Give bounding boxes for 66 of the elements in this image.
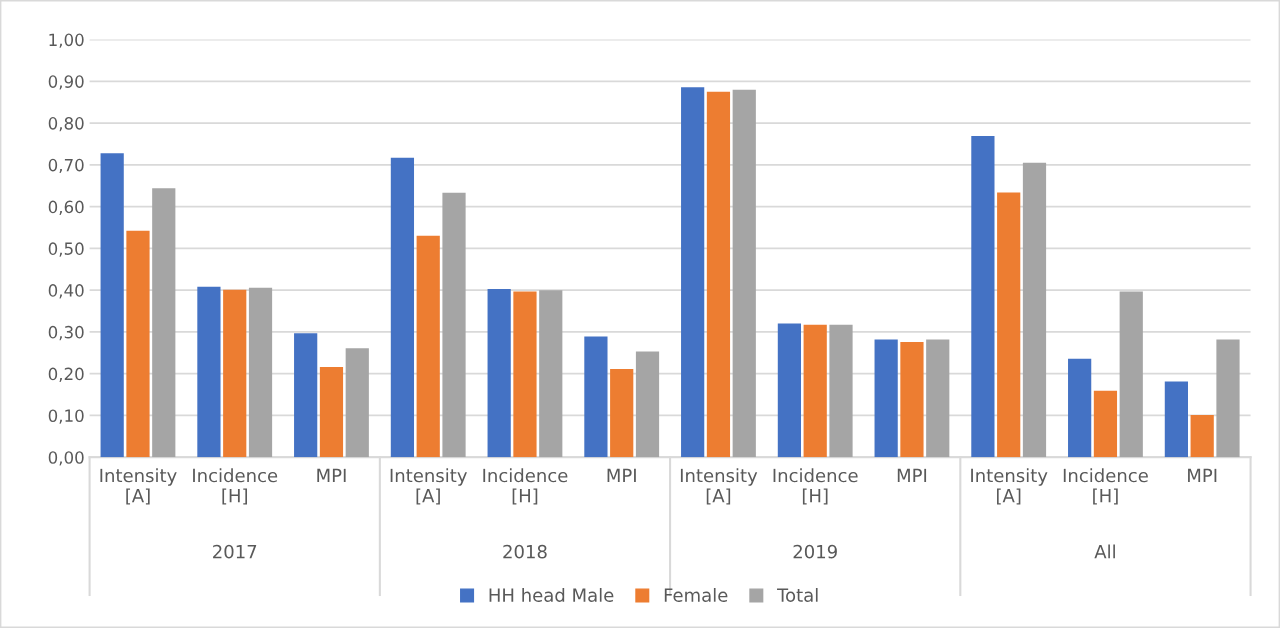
legend-label: HH head Male xyxy=(489,588,614,602)
bar xyxy=(345,348,369,458)
x-tick-label: Intensity [A] xyxy=(100,468,177,505)
bar xyxy=(635,351,660,458)
bar xyxy=(1093,390,1118,458)
legend-label: Total xyxy=(777,588,818,602)
bar xyxy=(513,291,537,458)
legend-label: Female xyxy=(664,588,728,602)
bar xyxy=(926,339,950,458)
x-tick-label: Intensity [A] xyxy=(390,468,467,505)
bar xyxy=(1216,339,1240,458)
x-tick-label: Incidence [H] xyxy=(1063,468,1148,505)
bar xyxy=(294,333,318,458)
bar xyxy=(197,286,221,458)
bar xyxy=(874,339,898,458)
bar xyxy=(539,290,563,458)
bar xyxy=(997,192,1021,458)
y-tick-label: 0,60 xyxy=(48,200,84,215)
bar xyxy=(126,230,150,458)
y-tick-label: 0,00 xyxy=(48,451,84,466)
bar xyxy=(1022,162,1047,458)
x-tick-label: Intensity [A] xyxy=(680,468,758,505)
text: 2019 xyxy=(793,544,837,559)
bar xyxy=(223,289,247,458)
bar xyxy=(319,366,344,458)
bar xyxy=(971,136,995,458)
bar xyxy=(1119,291,1143,458)
y-tick-label: 0,70 xyxy=(48,158,84,174)
bar xyxy=(584,336,608,458)
y-tick-label: 0,80 xyxy=(48,117,84,132)
x-tick-label: Incidence [H] xyxy=(483,468,568,505)
x-tick-label: Incidence [H] xyxy=(193,468,278,505)
y-tick-label: 0,50 xyxy=(48,242,84,257)
bar xyxy=(706,91,731,458)
bar xyxy=(152,188,176,458)
bar xyxy=(1068,358,1092,458)
bar xyxy=(248,287,273,458)
y-tick-label: 1,00 xyxy=(49,33,84,48)
y-tick-label: 0,20 xyxy=(48,367,84,382)
bar xyxy=(777,323,802,458)
bar xyxy=(1190,415,1214,458)
bar xyxy=(100,153,124,458)
y-tick-label: 0,10 xyxy=(48,409,84,424)
bar xyxy=(829,324,853,458)
x-tick-label: MPI xyxy=(317,468,346,483)
x-tick-label: Intensity [A] xyxy=(971,468,1048,505)
bar xyxy=(442,192,466,458)
y-tick-label: 0,90 xyxy=(48,75,84,90)
y-tick-label: 0,40 xyxy=(48,284,84,299)
text: 2017 xyxy=(213,544,257,559)
x-tick-label: MPI xyxy=(1188,468,1217,483)
bar xyxy=(732,89,756,458)
bar xyxy=(610,369,634,458)
text: All xyxy=(1094,544,1115,559)
y-tick-label: 0,30 xyxy=(48,325,84,341)
bar xyxy=(487,288,511,458)
bar xyxy=(803,324,827,458)
bar xyxy=(416,235,440,458)
x-tick-label: MPI xyxy=(897,468,927,483)
bar xyxy=(1164,381,1188,458)
bar xyxy=(390,157,415,458)
text: 2018 xyxy=(503,544,547,559)
x-tick-label: Incidence [H] xyxy=(773,468,858,505)
bar xyxy=(900,341,924,458)
bar xyxy=(681,87,705,458)
x-tick-label: MPI xyxy=(607,468,636,483)
